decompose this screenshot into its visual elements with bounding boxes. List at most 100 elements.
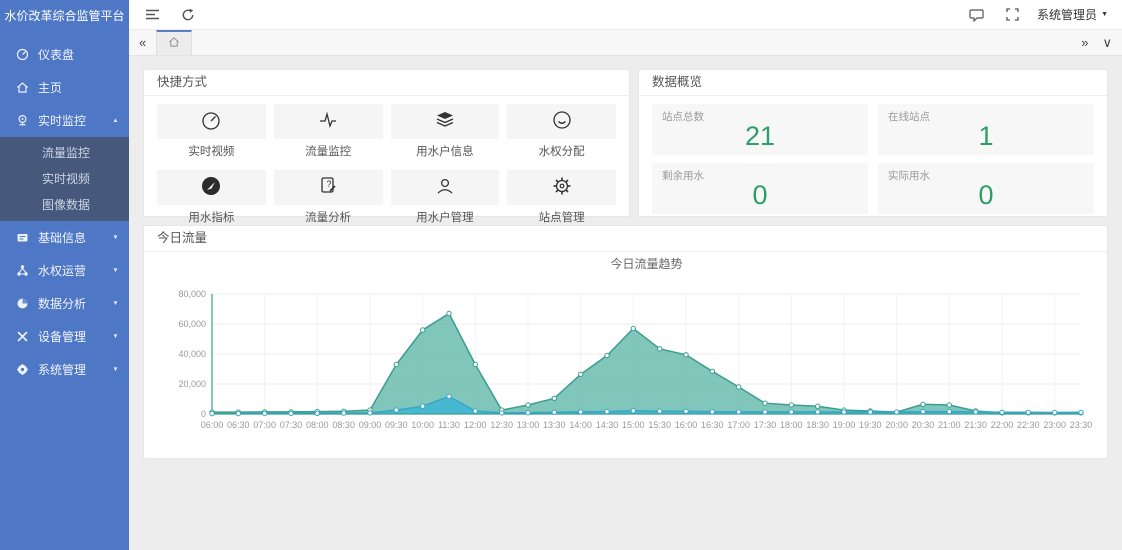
shortcut-water-rights-alloc-button[interactable] [507, 104, 616, 139]
sidebar-subitem-image-data[interactable]: 图像数据 [42, 198, 91, 212]
svg-text:22:00: 22:00 [991, 420, 1014, 430]
tabs-scroll-left-icon[interactable]: « [139, 35, 147, 50]
sidebar-nav: 仪表盘 主页 实时监控 ▲ 流量监控 实时视频 图像数据 基础信息 ▼ [0, 32, 129, 386]
overview-panel: 数据概览 站点总数 21 在线站点 1 剩余用水 0 实际用 [638, 69, 1108, 217]
monitor-icon [15, 114, 29, 128]
shortcuts-panel-title: 快捷方式 [144, 70, 629, 96]
shortcut-water-use-index-button[interactable] [157, 170, 266, 205]
sidebar-subitem-realtime-video[interactable]: 实时视频 [42, 172, 91, 186]
user-menu[interactable]: 系统管理员 ▼ [1037, 6, 1108, 23]
tabbar: « » ∨ [129, 30, 1122, 56]
svg-text:13:30: 13:30 [543, 420, 566, 430]
shortcut-site-mgmt: 站点管理 [507, 170, 616, 225]
sidebar-item-label: 设备管理 [38, 330, 87, 344]
stat-online-sites: 在线站点 1 [878, 104, 1094, 155]
shortcut-water-user-info: 用水户信息 [390, 104, 500, 159]
chevron-up-icon: ▲ [112, 117, 119, 124]
flow-chart-svg: 今日流量趋势 0 20,000 40,000 60,000 80,000 06:00 06:3… [178, 256, 1092, 430]
chevron-down-icon: ▼ [112, 333, 119, 340]
shortcut-label: 用水户信息 [416, 146, 474, 158]
sidebar-submenu: 流量监控 实时视频 图像数据 [0, 137, 129, 221]
menu-toggle-icon[interactable] [143, 6, 161, 24]
tab-home[interactable] [156, 30, 193, 55]
svg-text:17:30: 17:30 [754, 420, 777, 430]
svg-text:09:00: 09:00 [359, 420, 382, 430]
svg-text:06:30: 06:30 [227, 420, 250, 430]
sidebar-item-home[interactable]: 主页 [0, 71, 129, 104]
shortcut-water-use-index: 用水指标 [157, 170, 266, 225]
svg-text:07:30: 07:30 [280, 420, 303, 430]
shortcut-flow-analysis-button[interactable]: ? [273, 170, 383, 205]
shortcut-site-mgmt-button[interactable] [507, 170, 616, 205]
content-area: 快捷方式 实时视频 流量监控 [129, 56, 1122, 550]
flow-panel-title: 今日流量 [144, 226, 1107, 252]
sidebar-item-data-analysis[interactable]: 数据分析 ▼ [0, 287, 129, 320]
compass-icon [199, 175, 223, 200]
smiley-icon [550, 109, 574, 134]
sidebar-item-system-mgmt[interactable]: 系统管理 ▼ [0, 353, 129, 386]
svg-text:08:00: 08:00 [306, 420, 329, 430]
shortcut-flow-monitor: 流量监控 [273, 104, 383, 159]
shortcut-water-user-mgmt-button[interactable] [390, 170, 500, 205]
sidebar-item-water-rights-ops[interactable]: 水权运营 ▼ [0, 254, 129, 287]
stat-label: 站点总数 [662, 111, 704, 123]
stat-label: 剩余用水 [662, 170, 704, 182]
svg-text:今日流量趋势: 今日流量趋势 [610, 256, 682, 271]
svg-text:16:30: 16:30 [701, 420, 724, 430]
svg-text:18:00: 18:00 [780, 420, 803, 430]
user-name: 系统管理员 [1037, 8, 1098, 22]
svg-text:21:00: 21:00 [938, 420, 961, 430]
sidebar-subitem-flow-monitor[interactable]: 流量监控 [42, 146, 91, 160]
shortcut-realtime-video-button[interactable] [157, 104, 266, 139]
shortcut-label: 水权分配 [538, 146, 585, 158]
sidebar-item-basic-info[interactable]: 基础信息 ▼ [0, 221, 129, 254]
sidebar-item-dashboard[interactable]: 仪表盘 [0, 38, 129, 71]
message-icon[interactable] [967, 6, 985, 24]
sidebar-item-device-mgmt[interactable]: 设备管理 ▼ [0, 320, 129, 353]
svg-text:15:30: 15:30 [648, 420, 671, 430]
sidebar-item-label: 水权运营 [38, 264, 87, 278]
tools-icon [15, 330, 29, 344]
shortcut-water-rights-alloc: 水权分配 [507, 104, 616, 159]
shortcut-flow-analysis: ? 流量分析 [273, 170, 383, 225]
app-title: 水价改革综合监管平台 [4, 9, 125, 23]
network-icon [15, 264, 29, 278]
shortcut-flow-monitor-button[interactable] [273, 104, 383, 139]
stat-value: 0 [978, 180, 994, 210]
stat-label: 实际用水 [888, 170, 930, 182]
home-icon [168, 36, 180, 51]
svg-text:18:30: 18:30 [806, 420, 829, 430]
shortcut-label: 流量分析 [305, 212, 352, 224]
card-icon [15, 231, 29, 245]
home-icon [15, 81, 29, 95]
svg-text:0: 0 [201, 409, 206, 419]
svg-text:14:30: 14:30 [596, 420, 619, 430]
topbar: 系统管理员 ▼ [129, 0, 1122, 30]
tabs-menu-icon[interactable]: ∨ [1102, 35, 1112, 50]
svg-text:13:00: 13:00 [517, 420, 540, 430]
svg-text:16:00: 16:00 [675, 420, 698, 430]
svg-text:20:30: 20:30 [912, 420, 935, 430]
sidebar-item-realtime-monitor[interactable]: 实时监控 ▲ [0, 104, 129, 137]
refresh-icon[interactable] [179, 6, 197, 24]
svg-text:07:00: 07:00 [253, 420, 276, 430]
svg-text:80,000: 80,000 [178, 289, 206, 299]
svg-text:14:00: 14:00 [569, 420, 592, 430]
fullscreen-icon[interactable] [1003, 6, 1021, 24]
shortcut-water-user-mgmt: 用水户管理 [390, 170, 500, 225]
stat-remaining-water: 剩余用水 0 [652, 163, 868, 214]
tabs-scroll-right-icon[interactable]: » [1081, 35, 1089, 50]
sidebar-item-label: 基础信息 [38, 231, 87, 245]
svg-text:10:00: 10:00 [411, 420, 434, 430]
shortcut-label: 用水指标 [188, 212, 235, 224]
gear-icon [550, 175, 574, 200]
flow-panel: 今日流量 今日流量趋势 0 20,000 40,000 60,000 80,000 06:0… [143, 225, 1108, 459]
shortcuts-panel: 快捷方式 实时视频 流量监控 [143, 69, 630, 224]
svg-text:17:00: 17:00 [727, 420, 750, 430]
chevron-down-icon: ▼ [112, 234, 119, 241]
doc-edit-icon: ? [316, 175, 340, 200]
svg-text:11:30: 11:30 [438, 420, 460, 430]
user-icon [433, 175, 457, 200]
shortcut-water-user-info-button[interactable] [390, 104, 500, 139]
gauge-icon [199, 109, 223, 134]
